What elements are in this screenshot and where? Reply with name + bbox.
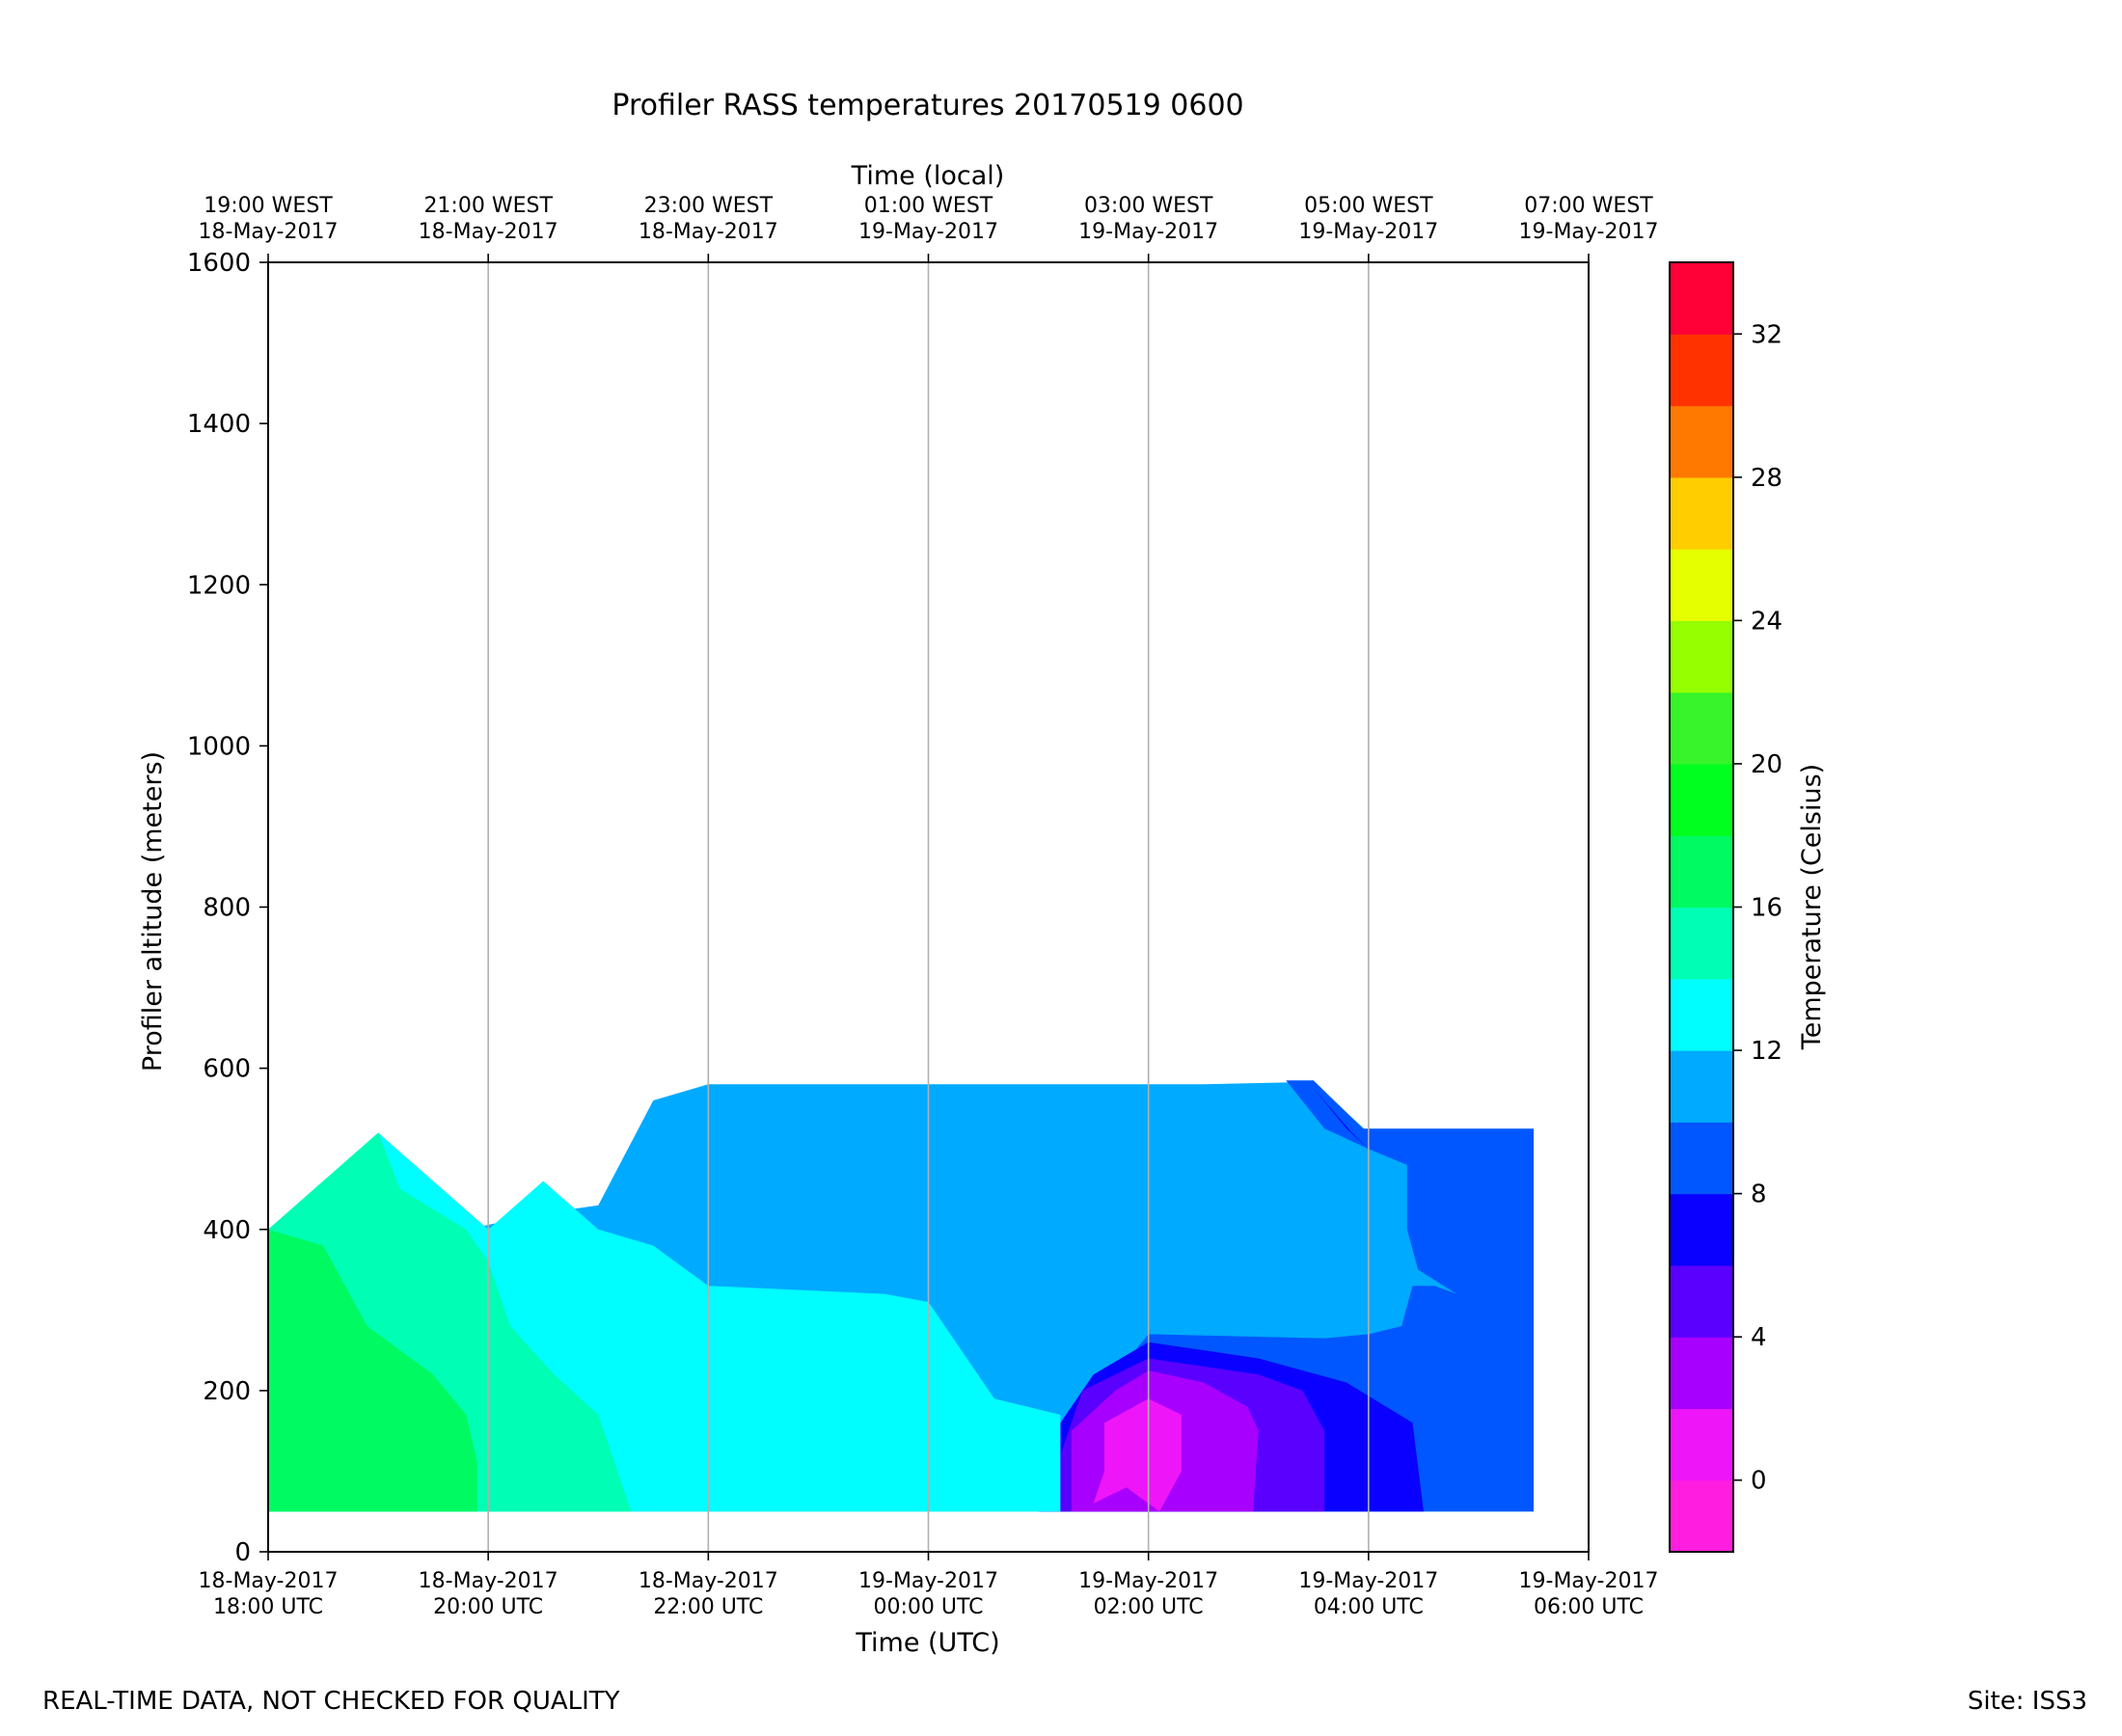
x-tick-label-date: 18-May-2017 (419, 1569, 558, 1593)
y-tick-label: 1200 (187, 571, 251, 600)
y-tick-label: 200 (203, 1377, 251, 1406)
y-tick-label: 1600 (187, 249, 251, 278)
top-tick-label-date: 19-May-2017 (1078, 220, 1218, 244)
colorbar-band (1670, 978, 1733, 1051)
colorbar-tick-label: 8 (1751, 1180, 1767, 1209)
top-tick-label-date: 19-May-2017 (1519, 220, 1659, 244)
colorbar-tick-label: 24 (1751, 607, 1782, 636)
colorbar-tick-label: 4 (1751, 1323, 1767, 1352)
x-tick-label-date: 19-May-2017 (1078, 1569, 1218, 1593)
x-axis-label: Time (UTC) (855, 1628, 999, 1658)
colorbar-band (1670, 1122, 1733, 1195)
y-axis-ticks: 0 200 400 600 800 1000 1200 1400 1600 (187, 249, 268, 1567)
x-tick-label-time: 06:00 UTC (1534, 1595, 1644, 1619)
contour-region-16-18 (268, 1229, 477, 1512)
contour-region-0-2 (1093, 1398, 1182, 1512)
quality-note: REAL-TIME DATA, NOT CHECKED FOR QUALITY (42, 1687, 620, 1716)
colorbar-tick-label: 12 (1751, 1037, 1782, 1066)
colorbar-band (1670, 1264, 1733, 1338)
colorbar-band (1670, 692, 1733, 765)
colorbar-ticks: 0 4 8 12 16 20 24 28 32 (1733, 320, 1782, 1496)
x-tick-label-time: 20:00 UTC (433, 1595, 543, 1619)
y-axis-label: Profiler altitude (meters) (138, 751, 168, 1071)
top-tick-label-date: 18-May-2017 (419, 220, 558, 244)
colorbar-band (1670, 620, 1733, 693)
colorbar-tick-label: 28 (1751, 464, 1782, 493)
site-label: Site: ISS3 (1968, 1687, 2087, 1716)
y-tick-label: 800 (203, 894, 251, 923)
colorbar-band (1670, 1050, 1733, 1123)
y-tick-label: 600 (203, 1055, 251, 1084)
top-tick-label-time: 21:00 WEST (423, 194, 553, 218)
top-tick-label-time: 05:00 WEST (1304, 194, 1433, 218)
colorbar-bands (1670, 262, 1733, 1553)
top-tick-label-date: 18-May-2017 (199, 220, 339, 244)
colorbar-band (1670, 763, 1733, 836)
top-axis-label: Time (local) (851, 161, 1005, 191)
colorbar-band (1670, 1408, 1733, 1481)
colorbar: 0 4 8 12 16 20 24 28 32 Temperature (Celsius) (1669, 261, 1827, 1553)
top-tick-label-time: 03:00 WEST (1084, 194, 1213, 218)
y-tick-label: 0 (234, 1538, 251, 1567)
chart-title: Profiler RASS temperatures 20170519 0600 (612, 89, 1243, 122)
x-tick-label-date: 19-May-2017 (858, 1569, 998, 1593)
colorbar-band (1670, 1337, 1733, 1410)
colorbar-tick-label: 0 (1751, 1467, 1767, 1496)
colorbar-band (1670, 1479, 1733, 1553)
colorbar-band (1670, 907, 1733, 980)
x-tick-label-time: 00:00 UTC (873, 1595, 983, 1619)
y-tick-label: 400 (203, 1216, 251, 1245)
colorbar-band (1670, 262, 1733, 335)
top-tick-label-time: 01:00 WEST (864, 194, 993, 218)
x-tick-label-date: 18-May-2017 (199, 1569, 339, 1593)
x-tick-label-date: 19-May-2017 (1298, 1569, 1438, 1593)
x-tick-label-time: 02:00 UTC (1094, 1595, 1204, 1619)
colorbar-tick-label: 16 (1751, 894, 1782, 923)
y-tick-label: 1000 (187, 732, 251, 761)
top-tick-label-time: 19:00 WEST (204, 194, 333, 218)
x-tick-label-time: 22:00 UTC (653, 1595, 763, 1619)
top-tick-label-time: 23:00 WEST (644, 194, 774, 218)
colorbar-band (1670, 334, 1733, 407)
top-tick-label-date: 19-May-2017 (1298, 220, 1438, 244)
top-tick-label-date: 18-May-2017 (639, 220, 778, 244)
x-tick-label-date: 18-May-2017 (639, 1569, 778, 1593)
x-tick-label-date: 19-May-2017 (1519, 1569, 1659, 1593)
colorbar-tick-label: 20 (1751, 750, 1782, 779)
colorbar-band (1670, 476, 1733, 550)
top-tick-label-date: 19-May-2017 (858, 220, 998, 244)
colorbar-band (1670, 549, 1733, 621)
colorbar-band (1670, 1193, 1733, 1266)
x-tick-label-time: 18:00 UTC (213, 1595, 323, 1619)
top-tick-label-time: 07:00 WEST (1524, 194, 1653, 218)
y-tick-label: 1400 (187, 410, 251, 439)
gridlines (487, 262, 1370, 1552)
colorbar-tick-label: 32 (1751, 320, 1782, 349)
colorbar-band (1670, 405, 1733, 478)
colorbar-band (1670, 835, 1733, 909)
contour-regions (268, 1080, 1534, 1512)
x-tick-label-time: 04:00 UTC (1314, 1595, 1424, 1619)
colorbar-label: Temperature (Celsius) (1797, 764, 1827, 1050)
